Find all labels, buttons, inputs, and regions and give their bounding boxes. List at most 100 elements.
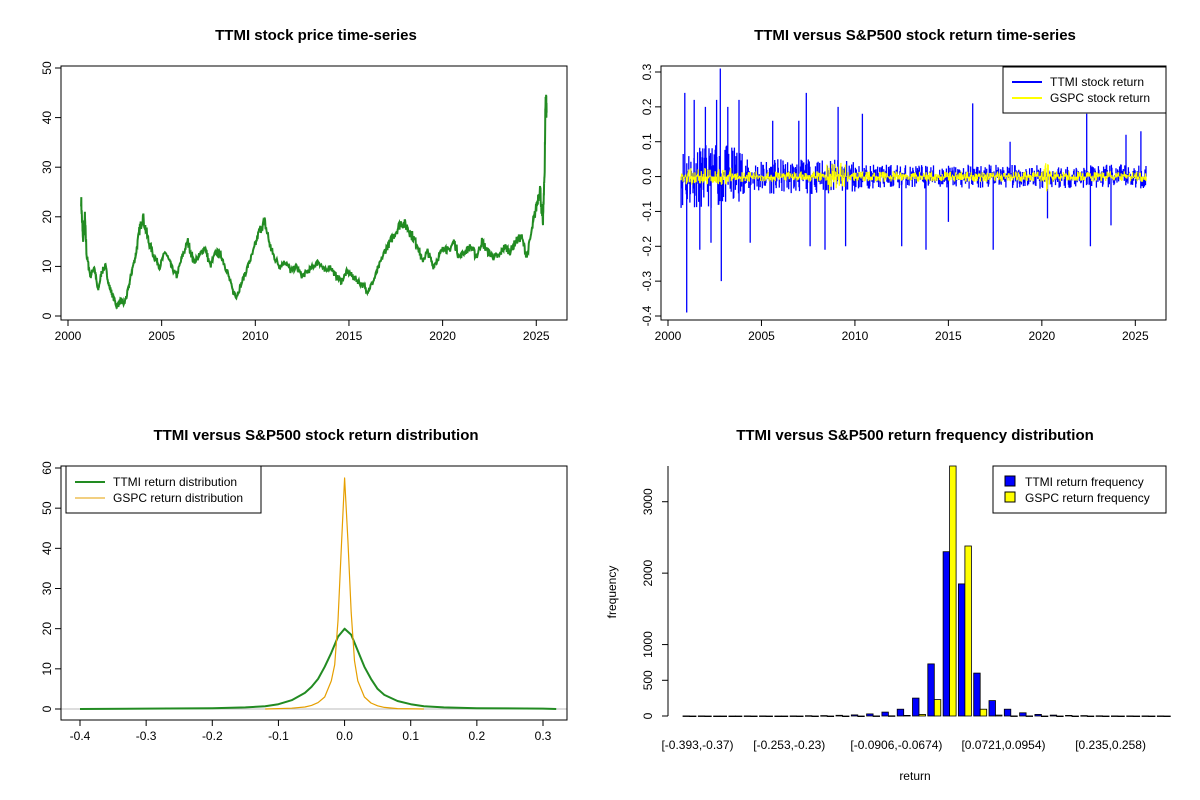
legend-frequency: TTMI return frequency GSPC return freque…: [992, 465, 1167, 514]
return-ts-ytick-label: 0.2: [640, 98, 654, 115]
price-ytick-label: 40: [40, 111, 54, 125]
bar-gspc-frequency: [1163, 715, 1171, 718]
distribution-ytick-label: 20: [40, 622, 54, 636]
return-ts-ytick-label: -0.1: [640, 201, 654, 222]
legend-distribution: TTMI return distribution GSPC return dis…: [65, 465, 262, 514]
distribution-ytick-label: 40: [40, 541, 54, 555]
frequency-ytick-label: 500: [641, 670, 655, 690]
price-xtick-label: 2020: [429, 329, 456, 343]
distribution-xtick-label: -0.1: [268, 729, 289, 743]
bar-gspc-frequency: [1010, 715, 1018, 717]
title-price: TTMI stock price time-series: [215, 27, 417, 44]
price-xtick-label: 2025: [523, 329, 550, 343]
bar-gspc-frequency: [796, 715, 804, 718]
bar-ttmi-frequency: [1049, 714, 1058, 717]
plot-area-price: [60, 65, 568, 321]
distribution-xtick-label: 0.3: [535, 729, 552, 743]
distribution-ytick-label: 60: [40, 461, 54, 475]
bar-gspc-frequency: [1071, 715, 1079, 718]
return-ts-xtick-label: 2010: [842, 329, 869, 343]
bar-gspc-frequency: [689, 715, 697, 718]
return-ts-xtick-label: 2000: [655, 329, 682, 343]
bar-ttmi-frequency: [774, 715, 782, 718]
bar-ttmi-frequency: [850, 714, 859, 717]
bar-ttmi-frequency: [1034, 714, 1042, 717]
frequency-ytick-label: 1000: [641, 631, 655, 658]
bar-ttmi-frequency: [927, 663, 935, 717]
legend-ttmi-dist: TTMI return distribution: [113, 475, 237, 489]
distribution-xtick-label: -0.3: [136, 729, 157, 743]
legend-gspc-return: GSPC stock return: [1050, 91, 1150, 105]
return-ts-xtick-label: 2005: [748, 329, 775, 343]
distribution-xtick-label: -0.4: [70, 729, 91, 743]
distribution-xtick-label: 0.0: [336, 729, 353, 743]
legend-gspc-freq: GSPC return frequency: [1025, 491, 1150, 505]
bar-ttmi-frequency: [973, 672, 981, 717]
bar-ttmi-frequency: [896, 708, 905, 717]
bar-ttmi-frequency: [728, 715, 736, 718]
bar-gspc-frequency: [1041, 715, 1049, 718]
bar-gspc-frequency: [964, 545, 972, 717]
bar-gspc-frequency: [933, 699, 942, 717]
bar-gspc-frequency: [872, 715, 880, 717]
return-ts-xtick-label: 2015: [935, 329, 962, 343]
price-xtick-label: 2015: [336, 329, 363, 343]
distribution-ytick-label: 10: [40, 662, 54, 676]
frequency-ytick-label: 2000: [641, 559, 655, 586]
panel-return-ts: TTMI versus S&P500 stock return time-ser…: [640, 27, 1167, 343]
frequency-category-label: [-0.393,-0.37): [661, 738, 733, 752]
bar-gspc-frequency: [1132, 715, 1141, 718]
bar-ttmi-frequency: [1156, 715, 1165, 717]
price-xtick-label: 2005: [148, 329, 175, 343]
bar-ttmi-frequency: [820, 715, 828, 717]
bar-ttmi-frequency: [942, 551, 950, 717]
bar-gspc-frequency: [949, 465, 957, 717]
bar-gspc-frequency: [1056, 715, 1064, 718]
return-ts-ytick-label: -0.2: [640, 236, 654, 257]
distribution-ytick-label: 30: [40, 582, 54, 596]
return-ts-ytick-label: -0.3: [640, 270, 654, 291]
bar-ttmi-frequency: [988, 700, 996, 717]
bar-ttmi-frequency: [682, 715, 690, 717]
bar-gspc-frequency: [1025, 715, 1033, 717]
frequency-category-label: [-0.0906,-0.0674): [850, 738, 942, 752]
plot-area-return-ts: [660, 65, 1167, 321]
bar-ttmi-frequency: [1065, 715, 1073, 717]
bar-gspc-frequency: [857, 715, 865, 718]
price-ytick-label: 50: [40, 61, 54, 75]
bar-ttmi-frequency: [866, 713, 874, 717]
bar-gspc-frequency: [979, 708, 988, 717]
panel-frequency: TTMI versus S&P500 return frequency dist…: [605, 427, 1171, 783]
legend-return-ts: TTMI stock return GSPC stock return: [1002, 66, 1167, 114]
series-ttmi-distribution: [79, 627, 557, 710]
distribution-ytick-label: 50: [40, 501, 54, 515]
bar-gspc-frequency: [842, 715, 850, 718]
bar-ttmi-frequency: [713, 715, 721, 718]
bar-ttmi-frequency: [1019, 712, 1027, 717]
panel-distribution: TTMI versus S&P500 stock return distribu…: [40, 427, 568, 743]
bar-ttmi-frequency: [1095, 715, 1103, 717]
bar-ttmi-frequency: [1080, 715, 1088, 717]
bar-ttmi-frequency: [881, 711, 889, 717]
bar-ttmi-frequency: [697, 715, 706, 717]
distribution-xtick-label: -0.2: [202, 729, 223, 743]
frequency-ytick-label: 0: [641, 712, 655, 719]
bar-gspc-frequency: [903, 715, 911, 717]
distribution-xtick-label: 0.2: [469, 729, 486, 743]
bar-gspc-frequency: [1148, 715, 1156, 718]
legend-swatch-ttmi-freq: [1004, 475, 1016, 487]
title-frequency: TTMI versus S&P500 return frequency dist…: [736, 427, 1094, 444]
bar-gspc-frequency: [1102, 715, 1110, 718]
bar-ttmi-frequency: [1111, 715, 1119, 717]
return-ts-xtick-label: 2025: [1122, 329, 1149, 343]
bar-gspc-frequency: [918, 714, 926, 717]
legend-ttmi-freq: TTMI return frequency: [1025, 475, 1144, 489]
bar-ttmi-frequency: [805, 715, 813, 717]
bar-ttmi-frequency: [1003, 708, 1012, 717]
bar-gspc-frequency: [735, 715, 743, 718]
frequency-ytick-label: 3000: [641, 488, 655, 515]
xlabel-frequency: return: [899, 769, 930, 783]
series-gspc-distribution: [265, 477, 424, 710]
price-ytick-label: 0: [40, 312, 54, 319]
